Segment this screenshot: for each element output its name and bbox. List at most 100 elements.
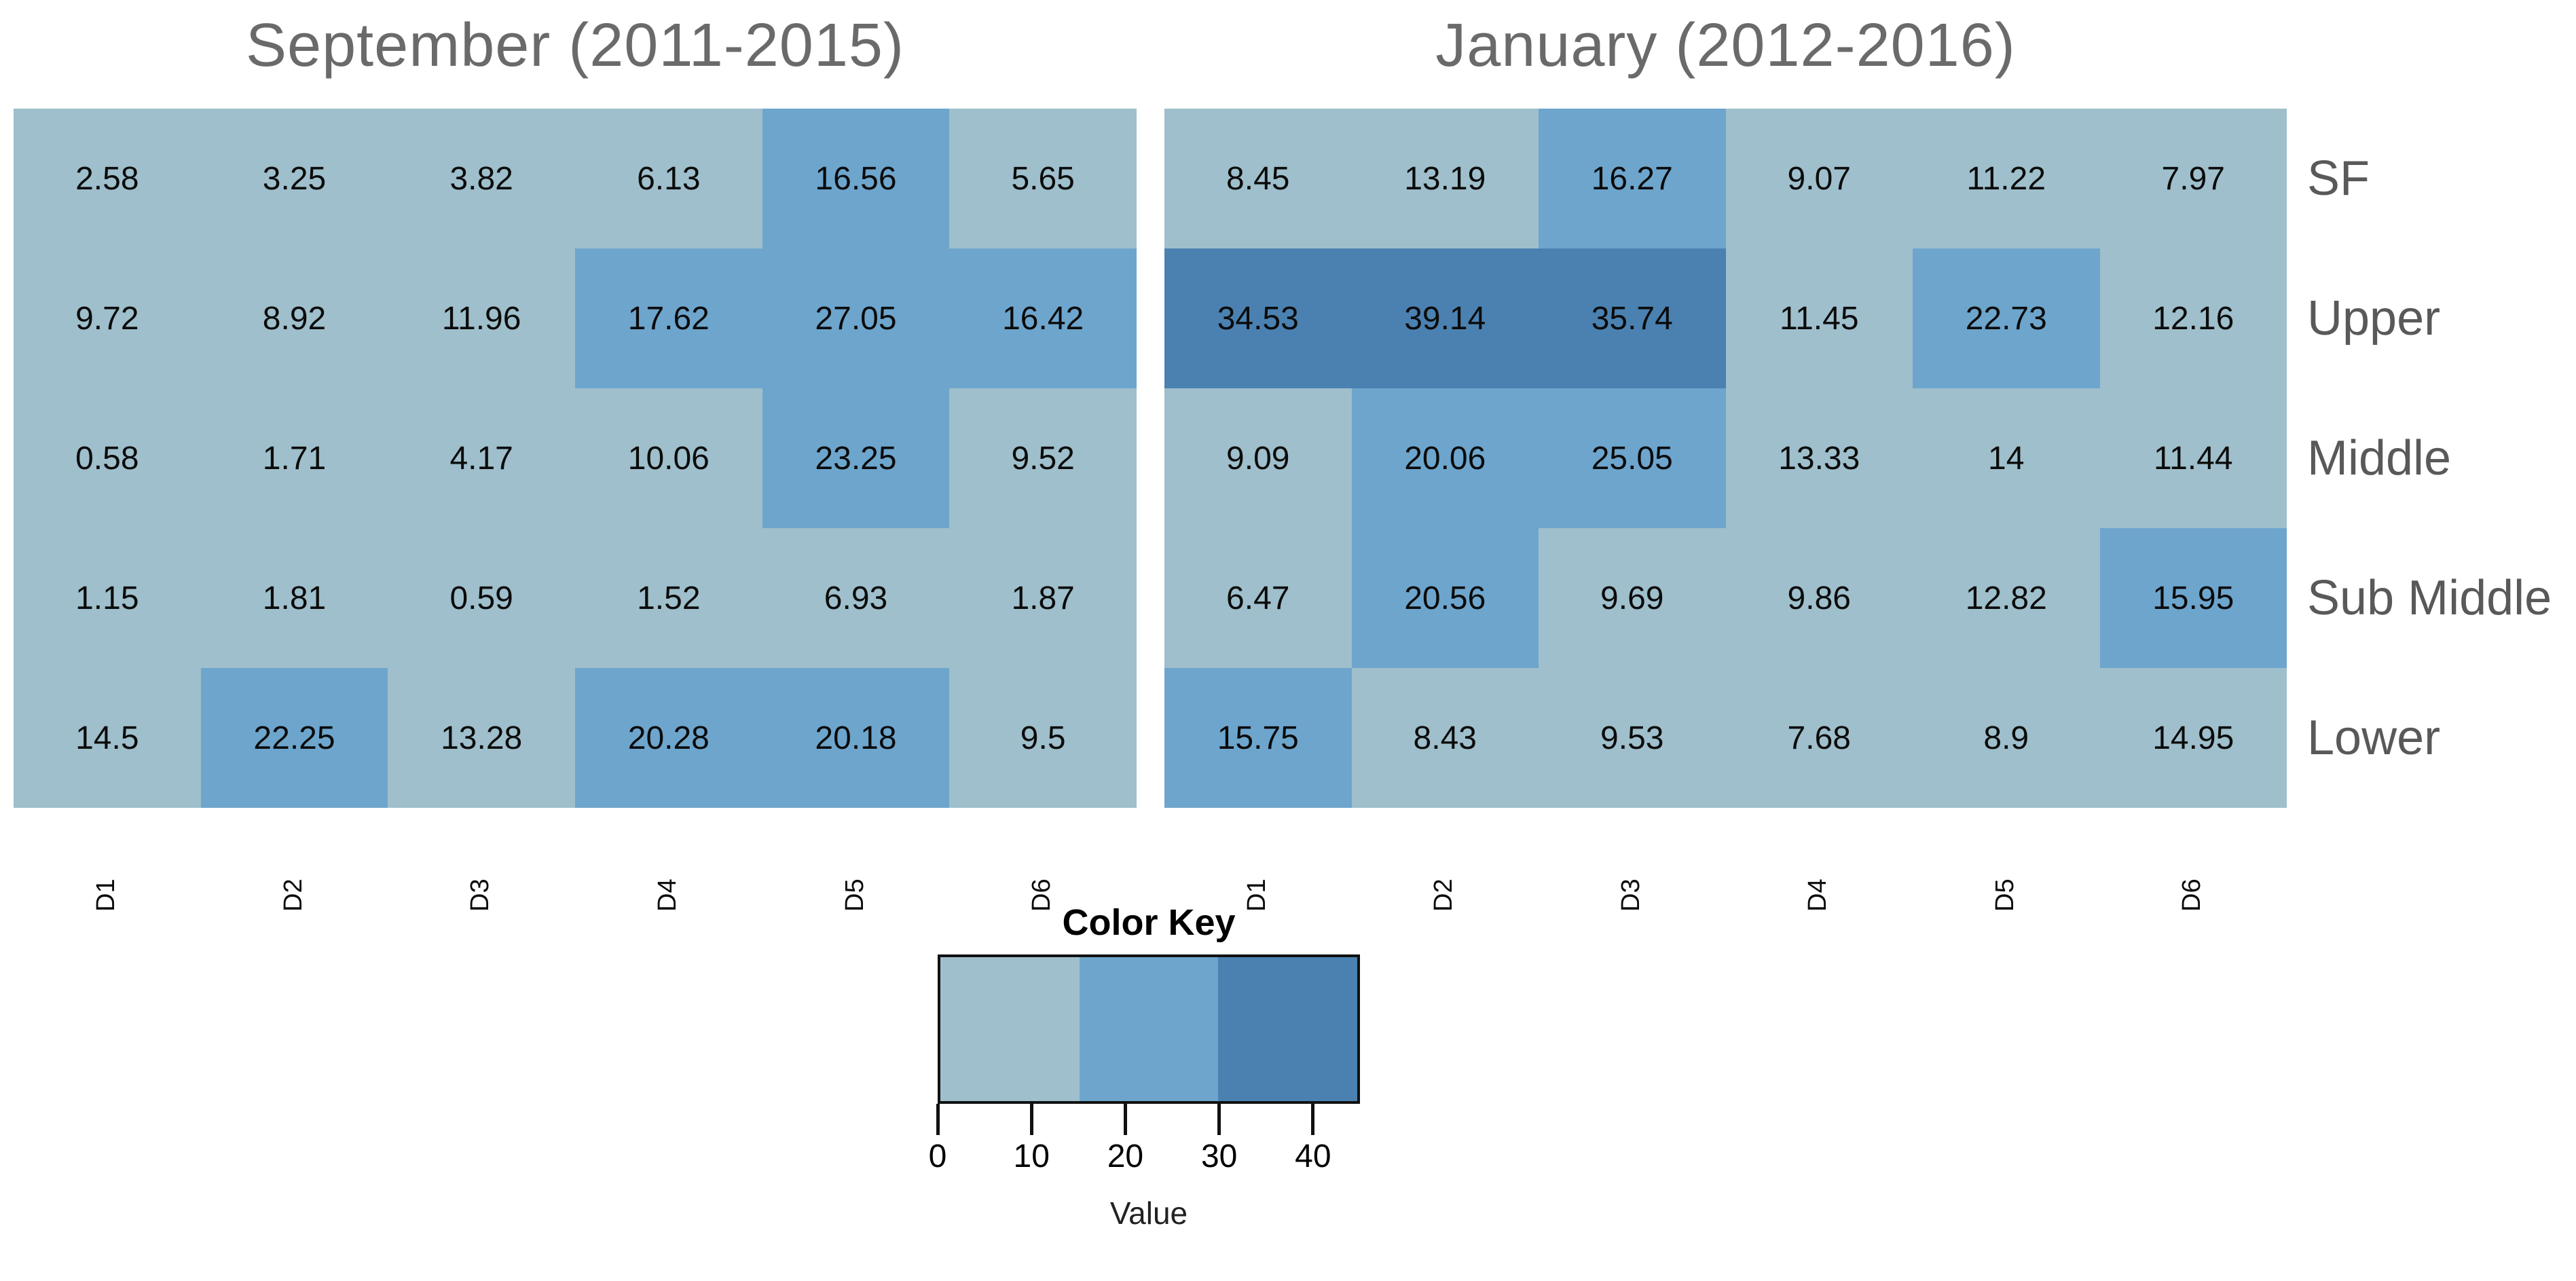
heatmap-cell: 15.95 <box>2099 528 2287 668</box>
column-label: D5 <box>840 878 869 912</box>
color-key-tick-label: 30 <box>1200 1138 1238 1174</box>
column-label: D1 <box>91 878 120 912</box>
cell-value: 10.06 <box>627 440 710 477</box>
heatmap-cell: 5.65 <box>949 109 1137 248</box>
cell-value: 9.09 <box>1226 440 1290 477</box>
color-key-tick-label: 10 <box>1013 1138 1050 1174</box>
cell-value: 15.95 <box>2152 580 2234 616</box>
cell-value: 27.05 <box>815 300 897 337</box>
heatmap-cell: 20.28 <box>574 668 762 808</box>
january-panel-title: January (2012-2016) <box>1435 12 2016 79</box>
cell-value: 1.52 <box>637 580 701 616</box>
cell-value: 12.82 <box>1965 580 2047 616</box>
column-label: D4 <box>1803 878 1833 912</box>
cell-value: 13.33 <box>1778 440 1860 477</box>
heatmap-cell: 25.05 <box>1539 388 1726 528</box>
cell-value: 13.19 <box>1404 160 1486 197</box>
cell-value: 13.28 <box>441 720 523 756</box>
cell-value: 25.05 <box>1591 440 1673 477</box>
heatmap-cell: 6.13 <box>574 109 762 248</box>
heatmap-cell: 0.59 <box>388 528 575 668</box>
heatmap-cell: 13.28 <box>388 668 575 808</box>
cell-value: 8.43 <box>1413 720 1477 756</box>
cell-value: 11.44 <box>2153 440 2233 477</box>
color-key-tick-label: 40 <box>1295 1138 1331 1174</box>
cell-value: 11.96 <box>441 300 521 337</box>
cell-value: 9.5 <box>1020 720 1066 756</box>
cell-value: 16.42 <box>1002 300 1084 337</box>
color-key-tick <box>1311 1104 1315 1135</box>
cell-value: 14 <box>1988 440 2025 477</box>
cell-value: 7.97 <box>2161 160 2225 197</box>
heatmap-cell: 11.22 <box>1913 109 2100 248</box>
heatmap-cell: 9.69 <box>1539 528 1726 668</box>
cell-value: 16.56 <box>815 160 897 197</box>
color-key-tick <box>1217 1104 1221 1135</box>
cell-value: 20.28 <box>627 720 710 756</box>
heatmap-cell: 9.5 <box>949 668 1137 808</box>
column-label: D6 <box>2177 878 2207 912</box>
cell-value: 1.71 <box>262 440 327 477</box>
cell-value: 14.95 <box>2152 720 2234 756</box>
heatmap-cell: 34.53 <box>1164 248 1352 388</box>
cell-value: 8.9 <box>1983 720 2029 756</box>
heatmap-cell: 39.14 <box>1351 248 1539 388</box>
heatmap-cell: 13.19 <box>1351 109 1539 248</box>
cell-value: 20.18 <box>815 720 897 756</box>
heatmap-cell: 6.47 <box>1164 528 1352 668</box>
heatmap-cell: 12.82 <box>1913 528 2100 668</box>
heatmap-cell: 11.96 <box>388 248 575 388</box>
cell-value: 11.45 <box>1779 300 1859 337</box>
heatmap-cell: 14.5 <box>14 668 201 808</box>
row-label: Lower <box>2307 711 2441 765</box>
heatmap-cell: 12.16 <box>2099 248 2287 388</box>
color-key-tick <box>1123 1104 1127 1135</box>
column-label: D3 <box>1616 878 1645 912</box>
cell-value: 6.13 <box>637 160 701 197</box>
heatmap-cell: 14.95 <box>2099 668 2287 808</box>
heatmap-cell: 14 <box>1913 388 2100 528</box>
cell-value: 2.58 <box>75 160 139 197</box>
column-label: D2 <box>278 878 308 912</box>
heatmap-cell: 1.81 <box>200 528 388 668</box>
color-key-band <box>1079 957 1219 1101</box>
cell-value: 6.47 <box>1226 580 1290 616</box>
heatmap-cell: 3.82 <box>388 109 575 248</box>
cell-value: 6.93 <box>824 580 888 616</box>
cell-value: 9.07 <box>1787 160 1851 197</box>
column-label: D2 <box>1429 878 1458 912</box>
color-key-band <box>940 957 1080 1101</box>
cell-value: 9.69 <box>1600 580 1664 616</box>
cell-value: 22.25 <box>253 720 335 756</box>
heatmap-cell: 9.52 <box>949 388 1137 528</box>
row-label: Upper <box>2307 291 2441 346</box>
cell-value: 16.27 <box>1591 160 1673 197</box>
heatmap-cell: 8.45 <box>1164 109 1352 248</box>
heatmap-cell: 11.45 <box>1725 248 1913 388</box>
cell-value: 20.56 <box>1404 580 1486 616</box>
cell-value: 5.65 <box>1011 160 1075 197</box>
color-key-title: Color Key <box>1062 902 1236 943</box>
heatmap-cell: 13.33 <box>1725 388 1913 528</box>
heatmap-cell: 1.71 <box>200 388 388 528</box>
color-key-tick-label: 0 <box>928 1138 947 1174</box>
cell-value: 35.74 <box>1591 300 1673 337</box>
heatmap-cell: 0.58 <box>14 388 201 528</box>
heatmap-cell: 27.05 <box>762 248 950 388</box>
heatmap-cell: 8.9 <box>1913 668 2100 808</box>
column-label: D4 <box>652 878 682 912</box>
heatmap-cell: 16.27 <box>1539 109 1726 248</box>
heatmap-cell: 1.87 <box>949 528 1137 668</box>
cell-value: 8.92 <box>262 300 327 337</box>
heatmap-cell: 15.75 <box>1164 668 1352 808</box>
heatmap-cell: 3.25 <box>200 109 388 248</box>
color-key-gradient <box>938 954 1360 1104</box>
heatmap-cell: 7.68 <box>1725 668 1913 808</box>
cell-value: 1.81 <box>262 580 327 616</box>
cell-value: 20.06 <box>1404 440 1486 477</box>
heatmap-cell: 11.44 <box>2099 388 2287 528</box>
cell-value: 1.15 <box>75 580 139 616</box>
cell-value: 34.53 <box>1217 300 1299 337</box>
cell-value: 22.73 <box>1965 300 2047 337</box>
